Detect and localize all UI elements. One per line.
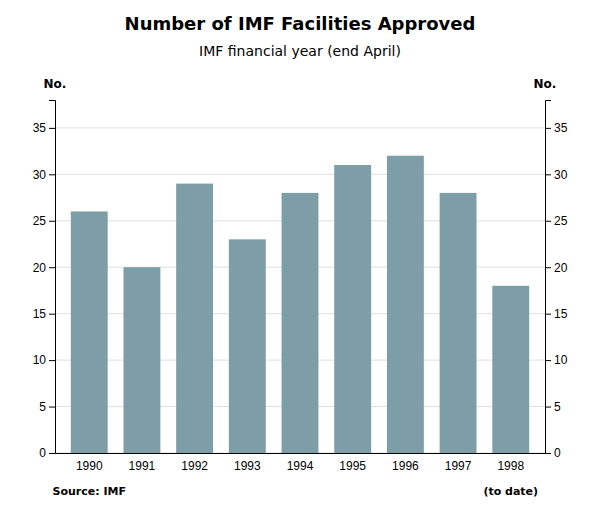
tick-label: 10: [554, 353, 568, 367]
tick-label: 1991: [129, 459, 156, 473]
bar: [71, 211, 108, 453]
tick-label: 1992: [181, 459, 208, 473]
tick-label: 30: [33, 168, 47, 182]
bar: [176, 184, 213, 453]
bar: [282, 193, 319, 453]
tick-mark: [545, 221, 551, 222]
bar: [440, 193, 477, 453]
subtitle: IMF financial year (end April): [199, 43, 401, 59]
x-axis: 1990 1991 1992 1993 1994 1995 1996 1997 1998: [56, 454, 546, 473]
tick-label: 10: [33, 353, 47, 367]
bar: [492, 286, 529, 453]
axis-line: [546, 101, 552, 454]
bar: [229, 239, 266, 453]
tick-label: 1997: [445, 459, 472, 473]
grid-line: [55, 127, 545, 128]
tick-mark: [545, 360, 551, 361]
y2-tick: 30: [545, 168, 568, 182]
tick-label: 1998: [497, 459, 524, 473]
x-tick: 1993: [234, 459, 261, 473]
tick-label: 1994: [287, 459, 314, 473]
plot: 0 5 10 15 20 25 30 35 0 5 10 15 20 25 30 35 1990 1991 1992…: [33, 77, 568, 498]
y-tick: 5: [39, 400, 55, 414]
tick-mark: [545, 314, 551, 315]
y-tick: 10: [33, 353, 55, 367]
x-tick: 1994: [287, 459, 314, 473]
x-tick: 1990: [76, 459, 103, 473]
bar: [387, 156, 424, 453]
x-tick: 1995: [339, 459, 366, 473]
x-tick: 1998: [497, 459, 524, 473]
axis-line: [49, 101, 56, 454]
y2-tick: 10: [545, 353, 568, 367]
tick-label: 0: [554, 446, 561, 460]
tick-mark: [545, 407, 551, 408]
tick-mark: [545, 174, 551, 175]
y2-tick: 35: [545, 121, 568, 135]
tick-label: 30: [554, 168, 568, 182]
grid-line: [55, 174, 545, 175]
tick-label: 15: [33, 307, 47, 321]
tick-label: 15: [554, 307, 568, 321]
x-tick: 1991: [129, 459, 156, 473]
tick-label: 1995: [339, 459, 366, 473]
y-tick: 30: [33, 168, 55, 182]
tick-mark: [49, 128, 55, 129]
y-tick: 20: [33, 261, 55, 275]
y-tick: 0: [39, 446, 55, 460]
tick-mark: [49, 360, 55, 361]
y2-tick: 0: [545, 446, 561, 460]
y-axis: 0 5 10 15 20 25 30 35: [33, 101, 56, 461]
title: Number of IMF Facilities Approved: [125, 13, 476, 34]
grid: [55, 128, 545, 453]
y2-tick: 5: [545, 400, 561, 414]
tick-label: 25: [33, 214, 47, 228]
y-axis-label: No.: [44, 77, 67, 91]
y2-tick: 15: [545, 307, 568, 321]
y2-tick: 20: [545, 261, 568, 275]
tick-mark: [49, 221, 55, 222]
tick-mark: [545, 128, 551, 129]
x-tick: 1997: [445, 459, 472, 473]
y2-axis-label: No.: [534, 77, 557, 91]
bars: [71, 156, 529, 453]
tick-label: 5: [554, 400, 561, 414]
bar: [123, 267, 160, 453]
tick-label: 1993: [234, 459, 261, 473]
axis-line: [56, 453, 546, 454]
chart: Number of IMF Facilities Approved IMF fin…: [0, 0, 600, 523]
tick-mark: [545, 267, 551, 268]
tick-label: 0: [39, 446, 46, 460]
bar: [334, 165, 371, 453]
annotation: (to date): [483, 485, 538, 498]
tick-label: 1996: [392, 459, 419, 473]
tick-label: 20: [554, 261, 568, 275]
tick-mark: [49, 267, 55, 268]
y-tick: 35: [33, 121, 55, 135]
tick-mark: [545, 453, 551, 454]
tick-label: 5: [39, 400, 46, 414]
x-tick: 1992: [181, 459, 208, 473]
y2-axis: 0 5 10 15 20 25 30 35: [545, 101, 568, 461]
y-tick: 25: [33, 214, 55, 228]
annotation: Source: IMF: [52, 485, 126, 498]
tick-label: 35: [33, 121, 47, 135]
y2-tick: 25: [545, 214, 568, 228]
tick-label: 1990: [76, 459, 103, 473]
tick-mark: [49, 407, 55, 408]
tick-label: 25: [554, 214, 568, 228]
y-tick: 15: [33, 307, 55, 321]
x-tick: 1996: [392, 459, 419, 473]
tick-label: 35: [554, 121, 568, 135]
tick-label: 20: [33, 261, 47, 275]
tick-mark: [49, 453, 55, 454]
tick-mark: [49, 174, 55, 175]
tick-mark: [49, 314, 55, 315]
